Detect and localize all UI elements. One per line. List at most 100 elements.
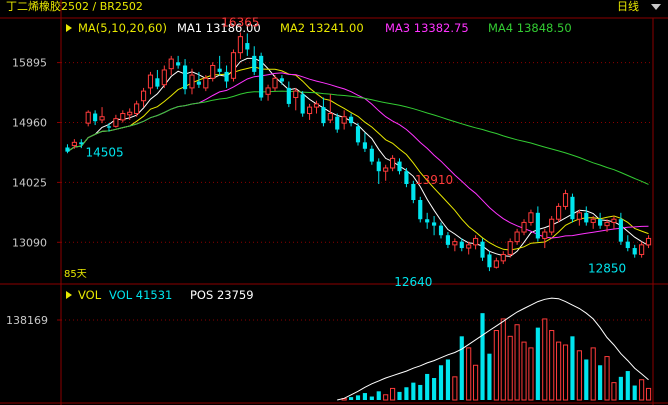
candle: [203, 75, 209, 92]
candle: [466, 241, 472, 255]
candle: [293, 87, 299, 111]
volume-bar: [570, 336, 575, 400]
volume-bar: [625, 371, 630, 400]
candle: [265, 84, 271, 101]
price-tick-label: 15895: [12, 57, 47, 70]
candle: [113, 114, 119, 128]
candle: [480, 238, 485, 261]
volume-bar: [425, 373, 430, 400]
price-tick-label: 13090: [12, 236, 47, 249]
vol-label: VOL: [78, 288, 102, 302]
volume-bar: [473, 364, 479, 401]
volume-axis: 138169: [6, 314, 653, 327]
price-annotation: 12640: [394, 275, 432, 289]
volume-bar: [452, 376, 458, 401]
candle: [493, 257, 499, 269]
volume-tick-label: 138169: [6, 314, 48, 327]
candle: [286, 81, 291, 108]
candle: [542, 228, 548, 249]
ma1-line: [67, 57, 649, 257]
candle: [189, 68, 195, 95]
candle: [237, 32, 243, 60]
volume-bar: [562, 344, 569, 401]
candle: [383, 164, 389, 181]
pos-value: POS 23759: [190, 288, 254, 302]
candle: [535, 206, 540, 242]
candle: [335, 113, 340, 133]
candle: [528, 209, 534, 226]
candle: [349, 113, 354, 127]
candle: [224, 65, 229, 88]
volume-bar: [404, 387, 409, 400]
candle: [259, 52, 264, 101]
volume-bar: [576, 350, 582, 401]
volume-bar: [493, 330, 499, 401]
volume-bar: [604, 356, 610, 401]
candle: [252, 46, 257, 76]
candle: [507, 238, 513, 258]
candle: [432, 216, 437, 236]
legend-arrow-icon: [66, 24, 72, 32]
candle: [71, 139, 77, 149]
candle: [245, 33, 250, 56]
candle: [487, 251, 492, 272]
volume-bar: [514, 324, 520, 401]
candle: [604, 219, 610, 233]
candle: [196, 71, 201, 88]
price-tick-label: 14960: [12, 116, 47, 129]
candle: [514, 228, 520, 245]
candle: [168, 55, 174, 76]
candle: [598, 212, 603, 229]
price-annotation: 12850: [588, 262, 626, 276]
candle: [590, 216, 596, 229]
volume-bar: [362, 393, 367, 400]
pos-line: [337, 297, 649, 401]
volume-bar: [528, 347, 534, 401]
volume-bar: [466, 347, 472, 401]
chevron-down-icon[interactable]: [651, 4, 661, 10]
bars-count-label: 85天: [64, 269, 87, 280]
volume-bar: [584, 359, 589, 400]
candle: [562, 189, 569, 210]
candle: [327, 94, 333, 124]
volume-bar: [556, 341, 562, 401]
volume-bar: [632, 385, 637, 400]
vol-legend: VOL VOL 41531 POS 23759: [66, 288, 254, 302]
ma2-line: [67, 66, 649, 251]
candle: [618, 212, 623, 245]
volume-bar: [418, 384, 423, 400]
volume-bar: [611, 382, 617, 401]
candle: [321, 97, 326, 127]
candle: [300, 91, 305, 117]
candle: [584, 206, 589, 226]
volume-bar: [598, 365, 603, 400]
candle: [397, 158, 402, 175]
candle: [155, 69, 160, 90]
period-label[interactable]: 日线: [617, 0, 639, 13]
volume-bar: [639, 379, 645, 401]
candle: [376, 158, 381, 184]
volume-bar: [521, 341, 527, 401]
candle: [99, 107, 105, 124]
candle: [140, 87, 147, 108]
candle: [500, 251, 506, 265]
candle: [425, 212, 430, 229]
candle: [307, 103, 313, 120]
volume-bar: [445, 359, 451, 400]
candle: [230, 49, 237, 82]
candle: [549, 216, 555, 236]
candle: [93, 110, 98, 126]
candle: [404, 167, 409, 188]
volume-bar: [549, 330, 555, 401]
chart-title: 丁二烯橡胶2502 / BR2502: [6, 0, 143, 13]
candle: [182, 59, 188, 95]
ma1-label: MA1 13186.00: [177, 21, 261, 35]
volume-bar: [487, 353, 492, 400]
ma3-label: MA3 13382.75: [385, 21, 469, 35]
candle: [445, 232, 451, 249]
candle: [355, 123, 361, 146]
price-annotation: 16365: [221, 15, 259, 29]
volume-bar: [500, 318, 506, 401]
